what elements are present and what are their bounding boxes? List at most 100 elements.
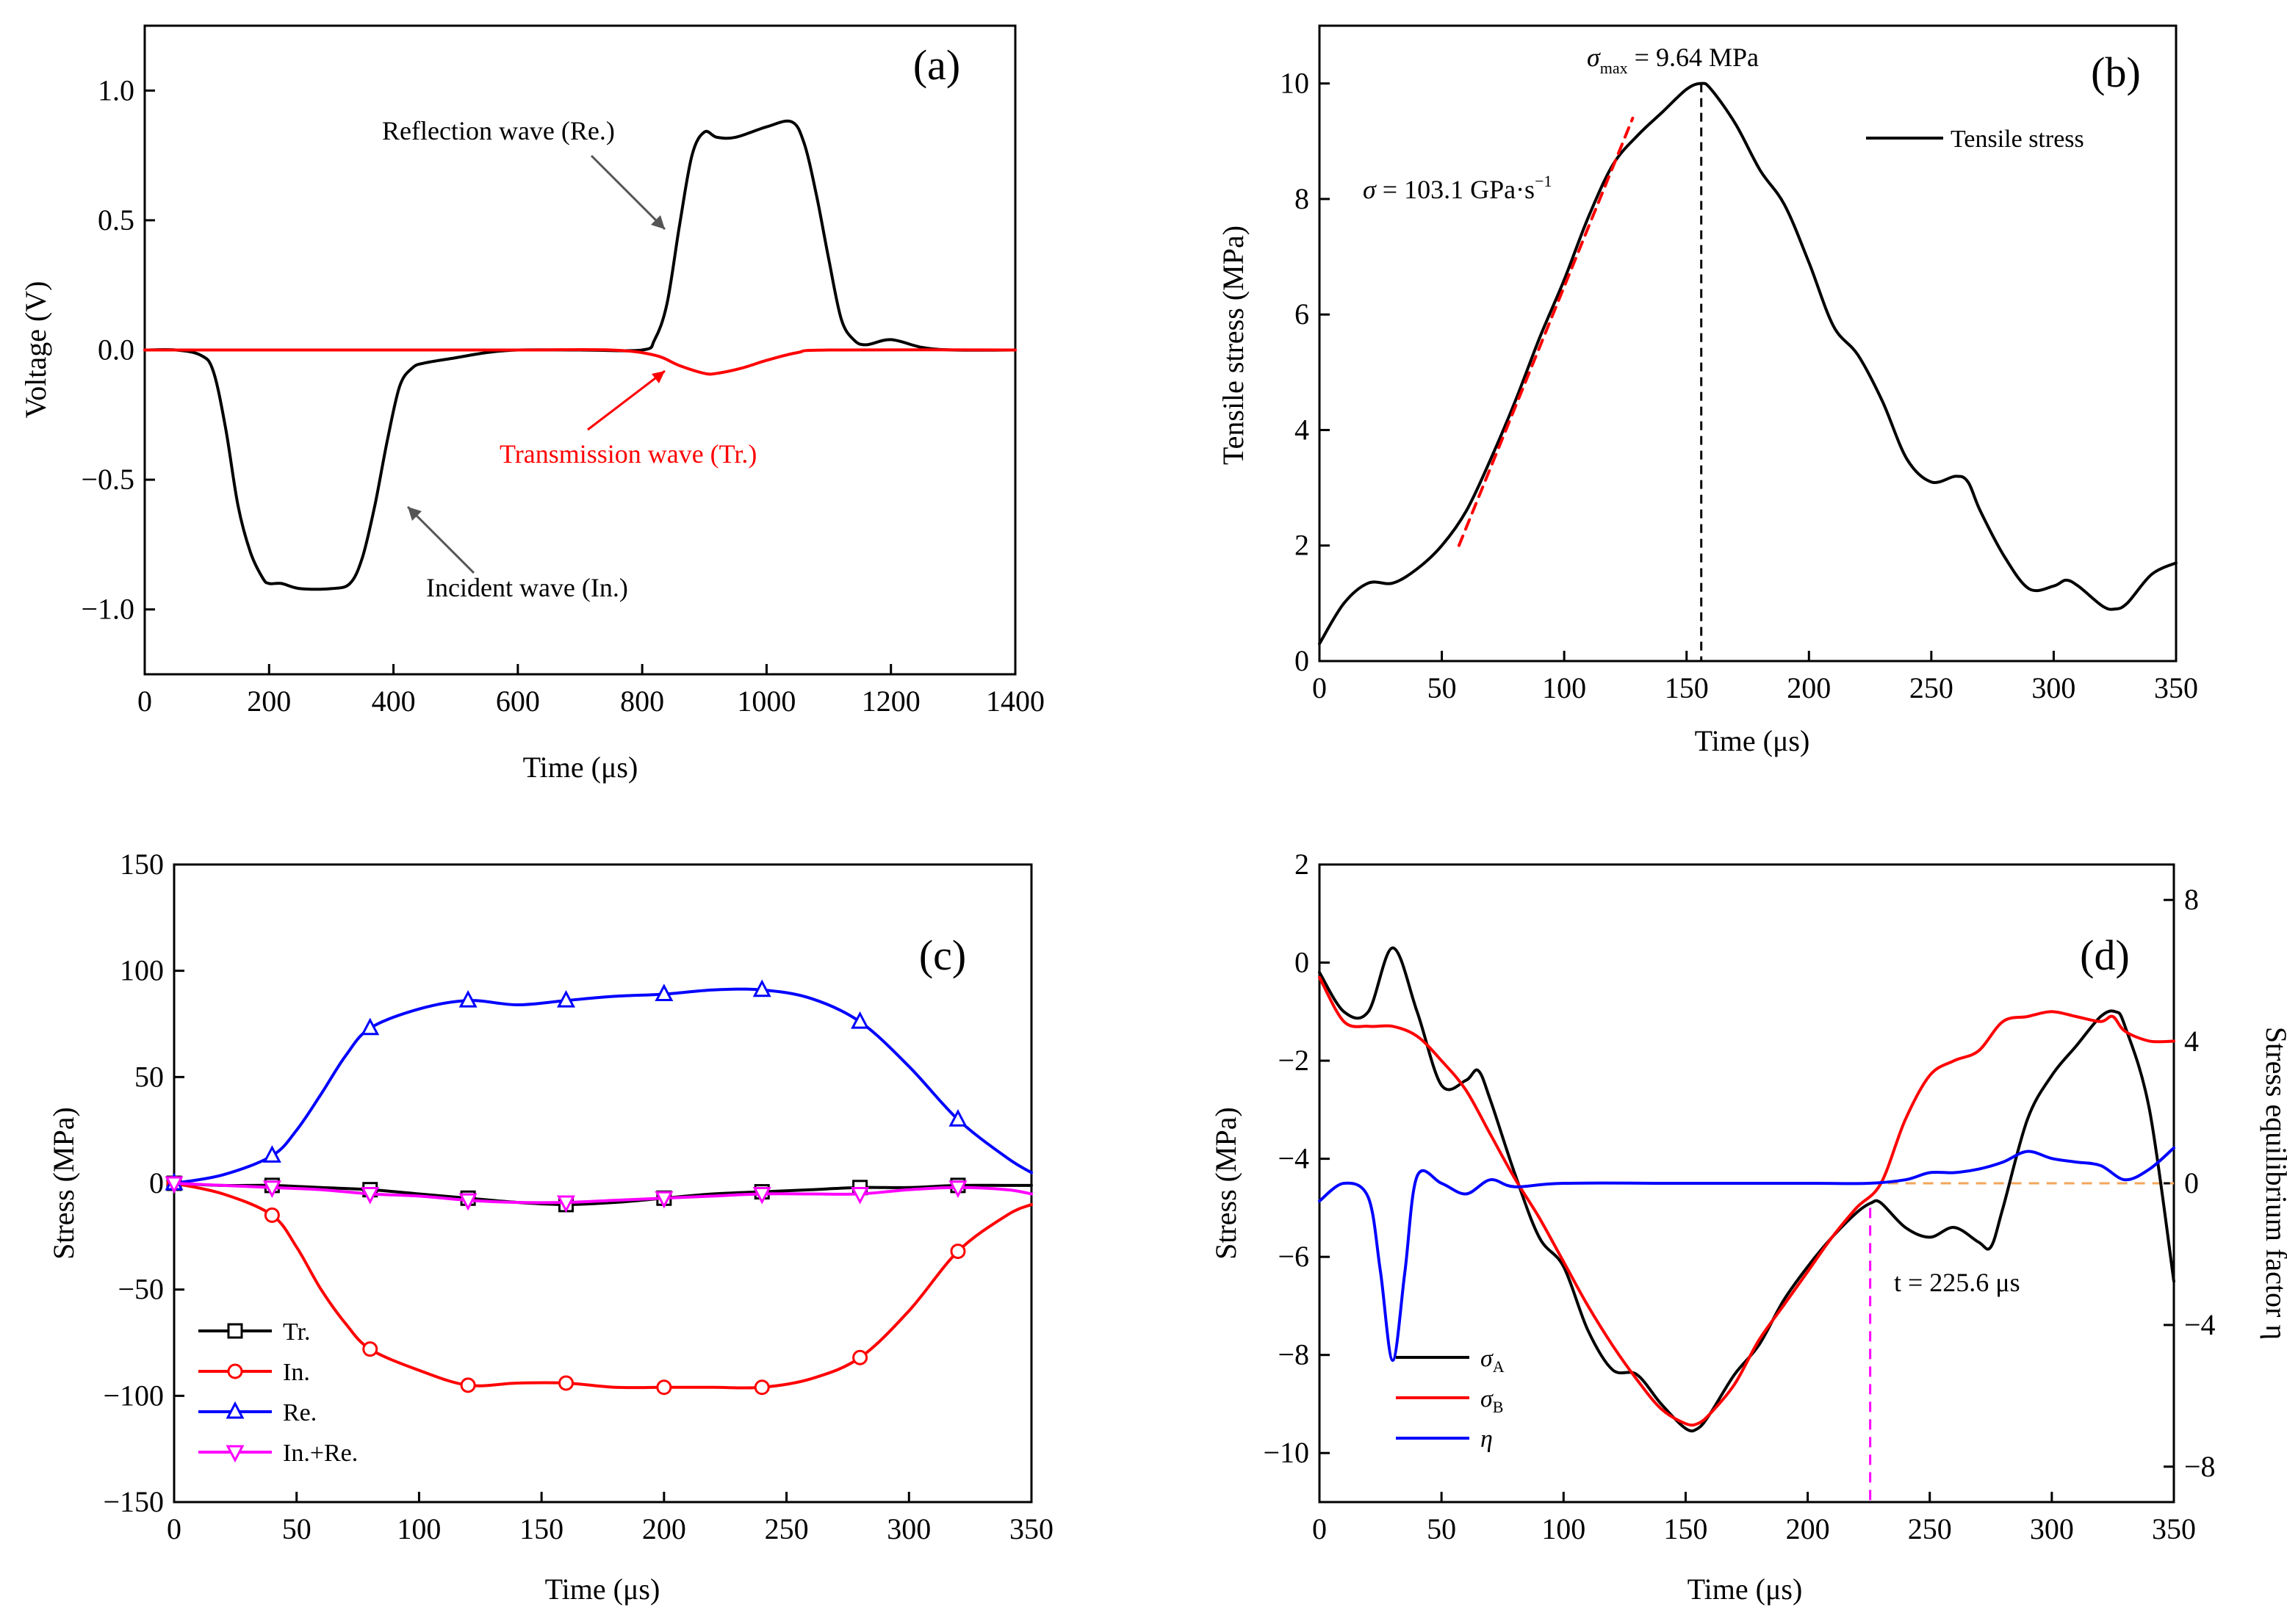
y-tick-label-a: −1.0 [81, 593, 134, 626]
legend-marker-c-1 [227, 1363, 243, 1379]
x-tick-label-c: 100 [397, 1512, 441, 1545]
data-point-c-3 [361, 1186, 380, 1205]
annotation-sigma-rate: σ = 103.1 GPa·s−1 [1363, 172, 1552, 204]
y-right-tick-label-d: 0 [2184, 1166, 2199, 1199]
legend-d: σA σB η [1396, 1345, 1505, 1453]
legend-label-d-1: σB [1480, 1385, 1503, 1416]
x-axis-label-a: Time (μs) [523, 751, 638, 784]
data-point-c-3 [948, 1180, 968, 1199]
data-point-c-3 [655, 1191, 674, 1209]
data-point-c-2 [262, 1145, 281, 1163]
series-line-d-2 [1318, 1146, 2175, 1363]
legend-marker-c-0 [227, 1323, 243, 1339]
y-right-tick-label-d: 4 [2184, 1025, 2199, 1058]
data-point-c-1 [264, 1207, 280, 1223]
data-point-c-3 [752, 1186, 771, 1205]
y-tick-label-c: 150 [120, 848, 164, 881]
legend-marker-c-3 [226, 1445, 245, 1463]
x-tick-label-b: 200 [1787, 671, 1831, 704]
panel-label-a: (a) [913, 41, 960, 89]
series-line-a-1 [143, 347, 1017, 376]
x-axis-label-d: Time (μs) [1688, 1573, 1803, 1606]
data-point-c-1 [460, 1377, 476, 1393]
x-tick-label-d: 150 [1663, 1512, 1707, 1545]
annotation-t-equilibrium: t = 225.6 μs [1894, 1268, 2020, 1297]
data-point-c-3 [557, 1195, 575, 1213]
y-tick-label-c: −150 [103, 1485, 164, 1518]
series-line-d-0 [1318, 946, 2175, 1433]
x-tick-label-a: 1000 [737, 685, 796, 718]
panel-c: 0 50 100 150 200 250 300 350 −150 −100 −50 0 50 100 15… [47, 848, 1054, 1606]
x-tick-label-c: 150 [519, 1512, 563, 1545]
x-tick-label-a: 200 [247, 685, 291, 718]
legend-label-c-3: In.+Re. [283, 1440, 358, 1467]
x-tick-label-d: 350 [2152, 1512, 2196, 1545]
arrowhead-incident-wave [408, 507, 422, 521]
data-point-c-1 [656, 1379, 672, 1396]
legend-label-tensile-stress: Tensile stress [1951, 126, 2084, 153]
arrow-transmission-wave [587, 369, 666, 431]
y-tick-label-b: 6 [1294, 297, 1309, 331]
y-tick-label-d: −6 [1278, 1240, 1309, 1273]
x-tick-label-d: 300 [2030, 1512, 2074, 1545]
y-tick-label-d: 2 [1294, 848, 1309, 881]
legend-b: Tensile stress [1866, 126, 2084, 153]
x-tick-label-a: 1400 [986, 685, 1045, 718]
x-axis-label-b: Time (μs) [1695, 724, 1810, 757]
ticks-d: 0 50 100 150 200 250 300 350 −10 −8 −6 −4 −2 0 2 −8 −4 0 4… [1263, 848, 2215, 1545]
annotation-incident-wave: Incident wave (In.) [426, 573, 628, 602]
ticks-c: 0 50 100 150 200 250 300 350 −150 −100 −50 0 50 100 15… [103, 848, 1054, 1545]
y-tick-label-b: 2 [1294, 529, 1309, 562]
data-point-c-2 [655, 984, 674, 1001]
y-axis-label-d: Stress (MPa) [1209, 1107, 1242, 1260]
panel-label-d: (d) [2080, 931, 2130, 979]
x-axis-label-c: Time (μs) [545, 1573, 660, 1606]
y-tick-label-b: 8 [1294, 182, 1309, 215]
data-point-c-2 [458, 989, 478, 1008]
legend-marker-c-2 [226, 1401, 245, 1419]
data-point-c-3 [851, 1186, 870, 1205]
x-tick-label-a: 0 [137, 685, 152, 718]
series-line-a-0 [143, 119, 1017, 591]
x-tick-label-d: 200 [1786, 1512, 1830, 1545]
x-tick-label-d: 50 [1427, 1512, 1456, 1545]
arrow-incident-wave [406, 505, 475, 574]
data-point-c-3 [458, 1193, 478, 1211]
x-tick-label-c: 300 [887, 1512, 931, 1545]
series-group-d [1318, 946, 2175, 1502]
series-group-a [143, 119, 1017, 591]
series-line-c-1 [173, 1182, 1033, 1390]
x-tick-label-b: 150 [1665, 671, 1709, 704]
data-point-c-1 [558, 1375, 574, 1391]
x-tick-label-c: 50 [282, 1512, 311, 1545]
y-axis-label-a: Voltage (V) [19, 281, 52, 419]
annotation-reflection-wave: Reflection wave (Re.) [382, 116, 615, 145]
arrowhead-transmission-wave [652, 371, 665, 383]
x-tick-label-b: 50 [1427, 671, 1457, 704]
arrowhead-reflection-wave [651, 215, 665, 229]
arrow-reflection-wave [590, 154, 666, 231]
x-tick-label-b: 300 [2031, 671, 2075, 704]
legend-label-d-2: η [1480, 1426, 1493, 1453]
plot-frame-b [1318, 24, 2178, 663]
x-tick-label-a: 800 [620, 685, 664, 718]
legend-label-c-2: Re. [283, 1399, 317, 1426]
y-tick-label-d: −8 [1278, 1338, 1309, 1371]
annotation-sigma-max: σmax = 9.64 MPa [1587, 43, 1759, 77]
series-line-b-1 [1457, 116, 1635, 547]
x-tick-label-b: 100 [1542, 671, 1586, 704]
y-tick-label-d: −10 [1263, 1436, 1309, 1469]
y-tick-label-b: 4 [1294, 413, 1309, 446]
series-line-d-1 [1318, 975, 2175, 1427]
y-axis-label-c: Stress (MPa) [47, 1107, 80, 1260]
series-line-c-0 [173, 1182, 1033, 1206]
y-tick-label-a: 0.5 [98, 203, 134, 237]
y-tick-label-c: −100 [103, 1379, 164, 1412]
data-point-c-1 [950, 1244, 966, 1260]
x-tick-label-b: 350 [2154, 671, 2198, 704]
x-tick-label-b: 0 [1312, 671, 1327, 704]
data-point-c-1 [754, 1379, 770, 1396]
x-tick-label-a: 600 [496, 685, 540, 718]
data-point-c-3 [262, 1180, 281, 1199]
